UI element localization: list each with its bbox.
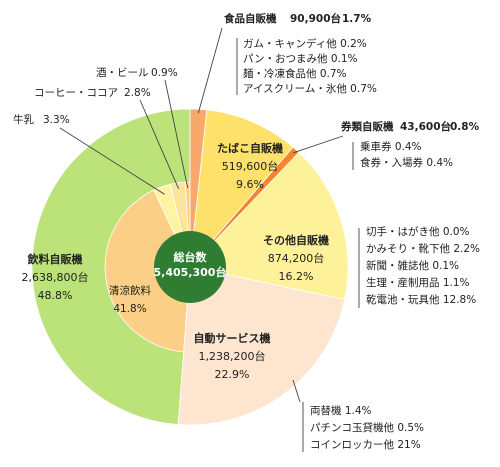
ticket-pct: 0.8% [450, 121, 480, 133]
beer-leader [164, 79, 189, 189]
coffee-label: コーヒー・ココア [34, 87, 118, 99]
drink-title: 飲料自販機 [27, 252, 83, 266]
service-sub-1: 両替機 1.4% [310, 404, 372, 417]
beer-pct: 0.9% [151, 67, 178, 79]
inner-slice-soft [104, 189, 191, 353]
service-units: 1,238,200台 [199, 349, 266, 363]
leader-lines [59, 27, 360, 452]
milk-pct: 3.3% [43, 114, 70, 126]
food-sub-2: パン・おつまみ他 0.1% [243, 52, 358, 65]
tobacco-units: 519,600台 [222, 159, 279, 173]
other-sub-4: 生理・産制用品 1.1% [366, 276, 470, 289]
food-sub-1: ガム・キャンディ他 0.2% [243, 37, 367, 50]
other-sub-1: 切手・はがき他 0.0% [366, 225, 470, 238]
center-total: 5,405,300台 [154, 265, 227, 279]
food-leader [197, 27, 223, 114]
other-units: 874,200台 [268, 251, 325, 265]
ticket-leader [293, 135, 344, 154]
drink-units: 2,638,800台 [22, 270, 89, 284]
food-sub-4: アイスクリーム・氷他 0.7% [243, 82, 377, 95]
soft-title: 清涼飲料 [109, 284, 151, 297]
slice-other [189, 151, 349, 300]
milk-label: 牛乳 [13, 113, 34, 126]
ticket-title: 券類自販機 [340, 120, 394, 133]
ticket-sub-1: 乗車券 0.4% [360, 140, 422, 153]
food-pct: 1.7% [342, 13, 372, 25]
drink-pct: 48.8% [38, 289, 73, 302]
ticket-units: 43,600台 [400, 120, 451, 133]
food-units: 90,900台 [290, 12, 341, 25]
beer-label: 酒・ビール [96, 66, 149, 79]
coffee-pct: 2.8% [124, 87, 151, 99]
other-title: その他自販機 [263, 233, 329, 247]
service-sub-2: パチンコ玉貸機他 0.5% [310, 421, 424, 434]
other-sub-3: 新聞・雑誌他 0.1% [366, 259, 459, 272]
food-sub-3: 麺・冷凍食品他 0.7% [243, 67, 347, 80]
center-title: 総台数 [174, 250, 208, 264]
milk-leader [59, 127, 165, 195]
service-sub-3: コインロッカー他 21% [310, 438, 421, 451]
food-title: 食品自販機 [223, 12, 277, 25]
coffee-leader [139, 99, 180, 190]
other-sub-5: 乾電池・玩具他 12.8% [366, 293, 476, 306]
other-pct: 16.2% [279, 270, 314, 283]
service-title: 自動サービス機 [194, 331, 271, 345]
service-leader [292, 379, 301, 403]
tobacco-title: たばこ自販機 [217, 141, 283, 155]
slice-service [177, 266, 346, 426]
tobacco-pct: 9.6% [236, 178, 264, 191]
ticket-sub-2: 食券・入場券 0.4% [360, 156, 453, 169]
center-disc [154, 231, 226, 303]
soft-pct: 41.8% [113, 303, 146, 315]
service-pct: 22.9% [215, 368, 250, 381]
other-sub-2: かみそり・靴下他 2.2% [366, 242, 480, 255]
slice-tobacco [189, 109, 294, 269]
